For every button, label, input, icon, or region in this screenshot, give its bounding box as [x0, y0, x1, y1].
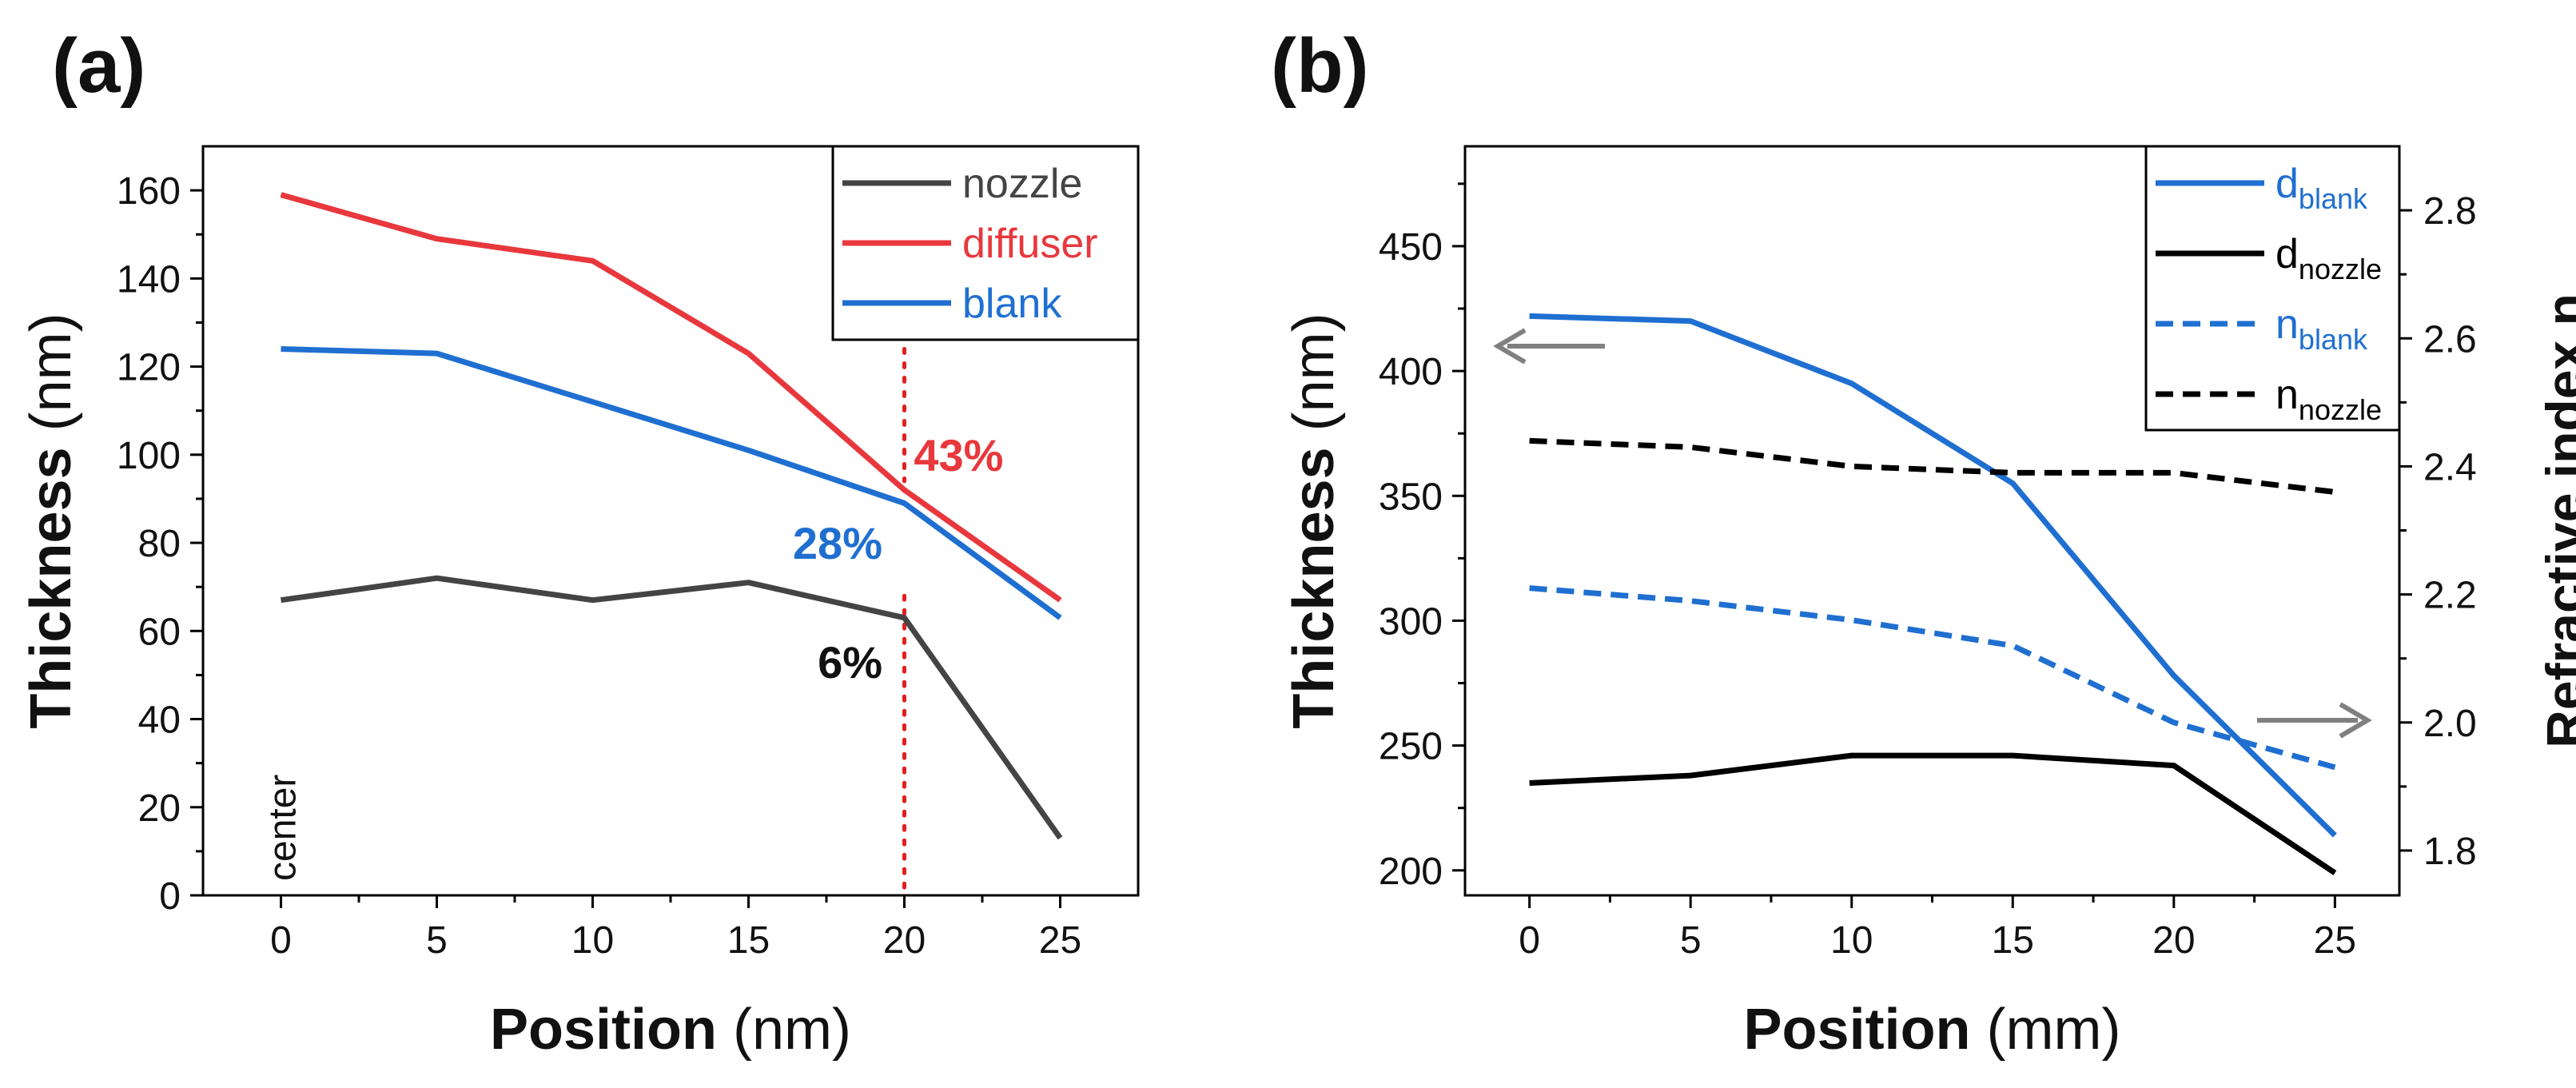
- panel-label: (b): [1271, 23, 1369, 109]
- legend-label-subscript: blank: [2299, 323, 2368, 356]
- panel-b: (b) 0 5 10 15 20 25 200 250 300 350 400 450 1.8 2.0 2.2…: [1271, 23, 2576, 1062]
- y-tick-label: 40: [138, 699, 181, 742]
- legend: nozzle diffuser blank: [831, 145, 1140, 341]
- annotation-percent: 6%: [818, 637, 882, 687]
- y-tick-label: 80: [138, 523, 181, 565]
- x-tick-label: 20: [2152, 919, 2195, 962]
- arrow-head: [2339, 702, 2372, 739]
- x-tick-label: 15: [1992, 919, 2034, 962]
- series-line-blank: [281, 346, 1062, 620]
- legend-label: blank: [962, 281, 1062, 327]
- legend-label: nnozzle: [2275, 372, 2382, 426]
- arrow-head: [1493, 328, 1527, 365]
- legend-label-main: n: [2275, 301, 2299, 348]
- x-tick-label: 15: [727, 919, 770, 962]
- panel-a: (a) 0 5 10 15 20 25 0 20 40 60 80 100 120 140 160 Positi…: [19, 23, 1140, 1062]
- panel-label: (a): [52, 23, 145, 109]
- series-line-d-nozzle: [1529, 752, 2337, 875]
- y-tick-label: 20: [138, 787, 181, 830]
- series-line-nozzle: [281, 575, 1063, 840]
- x-axis-label: Position (nm): [490, 998, 851, 1062]
- x-axis-label-main: Position: [1744, 998, 1971, 1062]
- annotation-percent: 43%: [914, 430, 1003, 480]
- axis-arrow-left: [1493, 328, 1605, 365]
- x-tick-label: 5: [426, 919, 448, 962]
- annotation-percent: 28%: [793, 518, 882, 568]
- legend-label: dblank: [2275, 161, 2368, 215]
- legend-label-subscript: nozzle: [2299, 393, 2382, 426]
- y-tick-label: 400: [1379, 351, 1443, 393]
- y-axis-label: Thickness (nm): [19, 313, 83, 728]
- series-line-n-blank: [1529, 585, 2336, 771]
- y2-axis-label: Refractive index n: [2535, 293, 2576, 748]
- y2-tick-label: 2.0: [2423, 703, 2477, 745]
- x-tick-label: 0: [270, 919, 292, 962]
- legend-label: dnozzle: [2275, 231, 2382, 285]
- y-tick-label: 450: [1379, 226, 1443, 269]
- y-tick-label: 0: [159, 875, 181, 918]
- x-axis-label-main: Position: [490, 998, 717, 1062]
- x-tick-label: 0: [1519, 919, 1540, 962]
- y-axis-label-main: Thickness: [19, 447, 83, 728]
- legend-label-main: d: [2275, 231, 2299, 277]
- x-axis-label-unit: (nm): [717, 998, 851, 1062]
- y2-tick-label: 2.6: [2423, 318, 2477, 361]
- y-tick-label: 300: [1379, 600, 1443, 643]
- annotation-center: center: [262, 775, 305, 881]
- y2-tick-label: 1.8: [2423, 831, 2477, 873]
- legend-label-subscript: nozzle: [2299, 253, 2382, 285]
- legend-label: nozzle: [962, 161, 1082, 207]
- x-axis-label: Position (mm): [1744, 998, 2121, 1062]
- y-tick-label: 160: [117, 170, 181, 213]
- y-tick-label: 140: [117, 258, 181, 301]
- y-tick-label: 350: [1379, 476, 1443, 518]
- x-tick-label: 20: [883, 919, 926, 962]
- y2-tick-label: 2.2: [2423, 575, 2477, 617]
- y-tick-label: 200: [1379, 851, 1443, 893]
- legend-label-subscript: blank: [2299, 182, 2368, 215]
- y-axis-label-unit: (nm): [19, 313, 83, 447]
- legend-label: diffuser: [962, 221, 1098, 267]
- x-tick-label: 25: [1039, 919, 1081, 962]
- y-tick-label: 100: [117, 435, 181, 477]
- y2-tick-label: 2.4: [2423, 446, 2477, 488]
- series-line-d-blank: [1529, 313, 2337, 838]
- legend-label-main: d: [2275, 161, 2299, 207]
- y-tick-label: 60: [138, 611, 181, 653]
- legend-label: nblank: [2275, 301, 2368, 356]
- y-axis-label-unit: (nm): [1282, 313, 1346, 447]
- x-axis-label-unit: (mm): [1971, 998, 2121, 1062]
- y-axis-label-main: Thickness: [1282, 447, 1346, 728]
- x-tick-label: 25: [2314, 919, 2356, 962]
- series-line-diffuser: [280, 192, 1062, 603]
- x-tick-label: 10: [1830, 919, 1873, 962]
- y-tick-label: 120: [117, 347, 181, 389]
- x-tick-label: 5: [1680, 919, 1702, 962]
- x-tick-label: 10: [571, 919, 614, 962]
- axis-arrow-right: [2257, 702, 2372, 739]
- legend-label-main: n: [2275, 372, 2299, 418]
- legend-box: [2144, 145, 2401, 432]
- y-axis-label: Thickness (nm): [1282, 313, 1346, 728]
- y-tick-label: 250: [1379, 726, 1443, 768]
- y2-tick-label: 2.8: [2423, 190, 2477, 233]
